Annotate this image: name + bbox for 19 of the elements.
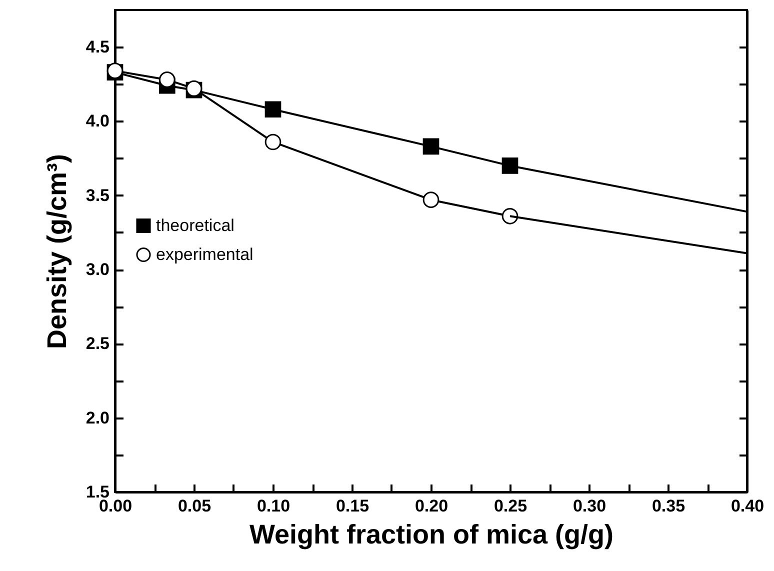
y-tick-label: 4.0 (86, 112, 110, 131)
y-tick-label: 2.0 (86, 408, 110, 428)
x-tick-label: 0.00 (98, 496, 132, 516)
y-tick-label: 3.5 (86, 186, 110, 205)
x-tick-label: 0.30 (572, 496, 606, 516)
x-tick-label: 0.20 (414, 496, 448, 516)
y-tick-label: 4.5 (86, 38, 110, 57)
x-tick-label: 0.25 (494, 496, 528, 516)
x-tick-label: 0.05 (178, 496, 212, 516)
y-axis-title: Density (g/cm³) (42, 154, 72, 350)
x-tick-label: 0.15 (336, 496, 370, 516)
x-tick-label: 0.35 (652, 496, 686, 516)
x-tick-label: 0.40 (730, 496, 764, 516)
x-tick-label: 0.10 (256, 496, 290, 516)
legend-label: experimental (156, 244, 254, 264)
x-axis-title: Weight fraction of mica (g/g) (250, 520, 614, 550)
y-tick-label: 3.0 (86, 260, 110, 280)
legend-label: theoretical (156, 216, 234, 235)
y-tick-label: 2.5 (86, 334, 110, 354)
